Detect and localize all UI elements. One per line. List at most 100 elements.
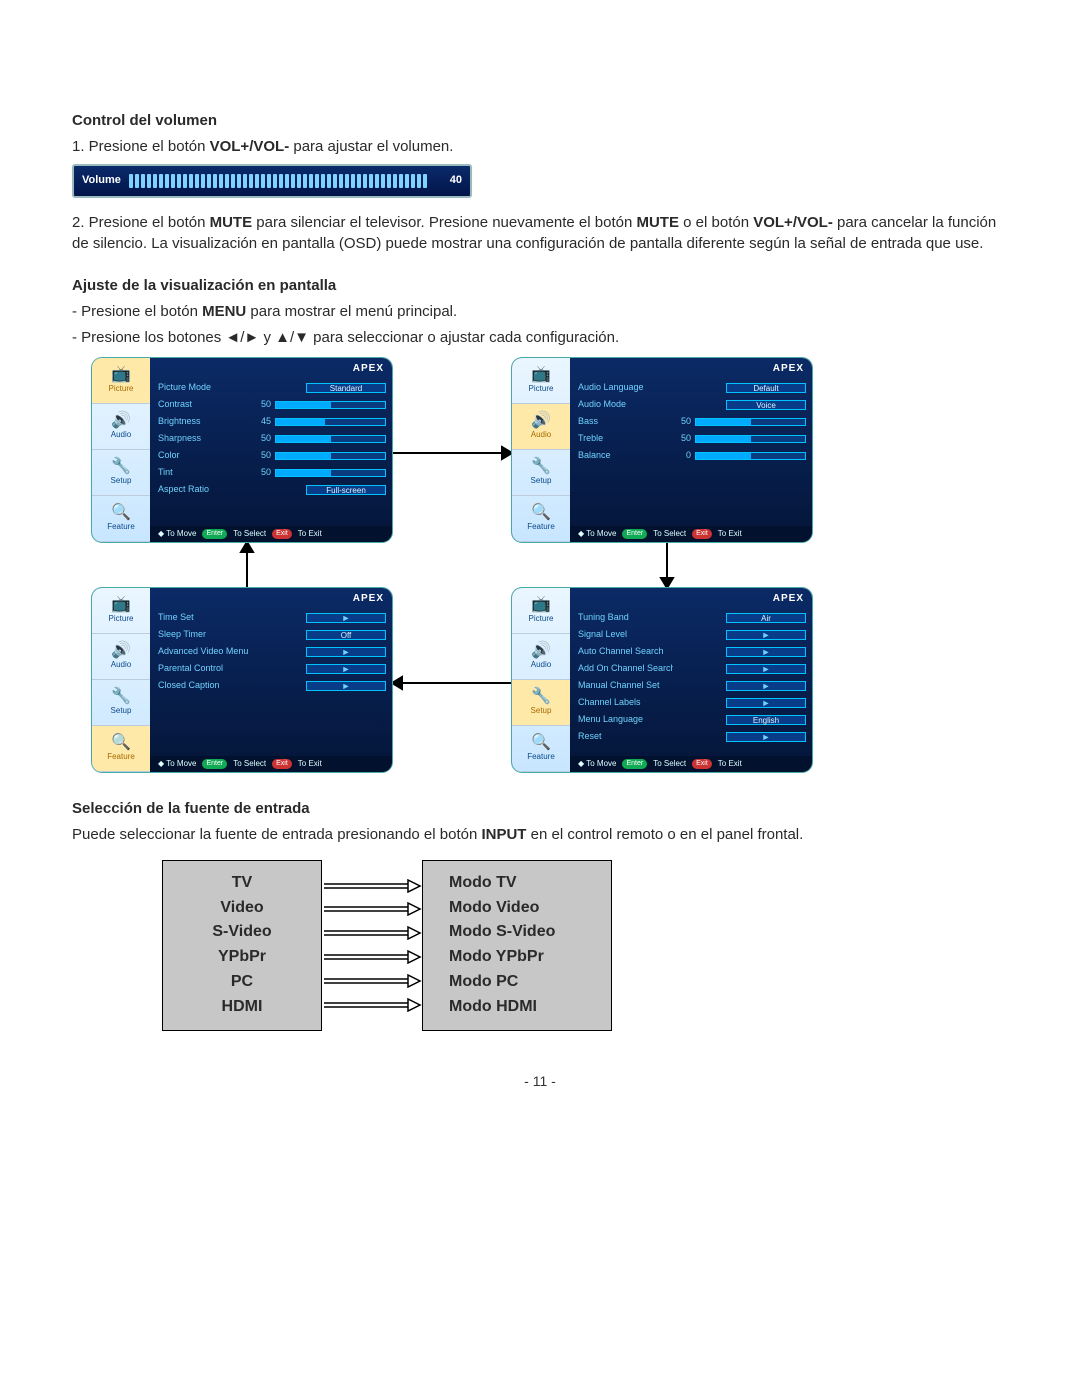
volume-tick — [333, 174, 337, 188]
osd-tab-feature[interactable]: 🔍Feature — [92, 726, 150, 772]
source-item: PC — [189, 970, 295, 995]
osd-row[interactable]: Advanced Video Menu► — [158, 644, 386, 659]
osd-row[interactable]: Reset► — [578, 729, 806, 744]
osd-rows: Time Set► Sleep TimerOff Advanced Video Me… — [158, 610, 386, 693]
osd-row[interactable]: Color50 — [158, 448, 386, 463]
osd-slider-fill — [696, 419, 751, 425]
osd-footer: ◆ To MoveEnterTo SelectExitTo Exit — [570, 526, 812, 542]
osd-row-label: Parental Control — [158, 662, 253, 675]
osd-submenu-arrow[interactable]: ► — [726, 630, 806, 640]
feature-icon: 🔍 — [111, 505, 131, 521]
osd-slider[interactable] — [275, 452, 386, 460]
osd-slider-fill — [276, 470, 331, 476]
osd-tab-feature[interactable]: 🔍Feature — [512, 496, 570, 542]
osd-submenu-arrow[interactable]: ► — [726, 732, 806, 742]
osd-footer: ◆ To MoveEnterTo SelectExitTo Exit — [150, 526, 392, 542]
osd-submenu-arrow[interactable]: ► — [726, 664, 806, 674]
feature-icon: 🔍 — [111, 735, 131, 751]
osd-tab-setup[interactable]: 🔧Setup — [92, 680, 150, 726]
volume-tick — [285, 174, 289, 188]
osd-submenu-arrow[interactable]: ► — [726, 698, 806, 708]
source-arrows — [322, 860, 422, 1031]
setup-icon: 🔧 — [531, 689, 551, 705]
osd-value-pill[interactable]: Voice — [726, 400, 806, 410]
osd-tab-label: Setup — [111, 705, 132, 717]
osd-row[interactable]: Time Set► — [158, 610, 386, 625]
osd-tab-setup[interactable]: 🔧Setup — [92, 450, 150, 496]
source-mode-item: Modo HDMI — [449, 995, 585, 1020]
source-item: TV — [189, 871, 295, 896]
osd-tab-feature[interactable]: 🔍Feature — [512, 726, 570, 772]
osd-row[interactable]: Add On Channel Search► — [578, 661, 806, 676]
source-list-left: TVVideoS-VideoYPbPrPCHDMI — [162, 860, 322, 1031]
osd-submenu-arrow[interactable]: ► — [306, 664, 386, 674]
t: VOL+/VOL- — [210, 138, 290, 155]
section-volume-title: Control del volumen — [72, 110, 1008, 132]
vol-step-1: 1. Presione el botón VOL+/VOL- para ajus… — [72, 136, 1008, 158]
osd-row[interactable]: Picture ModeStandard — [158, 380, 386, 395]
osd-submenu-arrow[interactable]: ► — [306, 647, 386, 657]
osd-tab-label: Audio — [531, 429, 551, 441]
volume-tick — [165, 174, 169, 188]
osd-row[interactable]: Audio LanguageDefault — [578, 380, 806, 395]
feature-icon: 🔍 — [531, 505, 551, 521]
osd-slider[interactable] — [695, 435, 806, 443]
osd-row[interactable]: Brightness45 — [158, 414, 386, 429]
osd-value-pill[interactable]: Standard — [306, 383, 386, 393]
osd-value-pill[interactable]: Full-screen — [306, 485, 386, 495]
osd-tab-picture[interactable]: 📺Picture — [92, 358, 150, 404]
osd-submenu-arrow[interactable]: ► — [306, 681, 386, 691]
osd-row[interactable]: Bass50 — [578, 414, 806, 429]
osd-slider[interactable] — [695, 452, 806, 460]
osd-row-value: 45 — [253, 415, 271, 428]
osd-tab-setup[interactable]: 🔧Setup — [512, 450, 570, 496]
osd-value-pill[interactable]: Off — [306, 630, 386, 640]
osd-row[interactable]: Tuning BandAir — [578, 610, 806, 625]
osd-row[interactable]: Sleep TimerOff — [158, 627, 386, 642]
osd-slider[interactable] — [275, 418, 386, 426]
osd-row[interactable]: Manual Channel Set► — [578, 678, 806, 693]
volume-tick — [129, 174, 133, 188]
osd-value-pill[interactable]: English — [726, 715, 806, 725]
osd-slider[interactable] — [695, 418, 806, 426]
source-item: Video — [189, 896, 295, 921]
source-mode-item: Modo YPbPr — [449, 945, 585, 970]
osd-tab-picture[interactable]: 📺Picture — [512, 588, 570, 634]
osd-tab-audio[interactable]: 🔊Audio — [92, 634, 150, 680]
osd-row[interactable]: Aspect RatioFull-screen — [158, 482, 386, 497]
osd-row[interactable]: Contrast50 — [158, 397, 386, 412]
osd-panel: 📺Picture🔊Audio🔧Setup🔍Feature APEX Time Set… — [92, 588, 392, 772]
osd-submenu-arrow[interactable]: ► — [726, 647, 806, 657]
osd-tab-audio[interactable]: 🔊Audio — [512, 634, 570, 680]
osd-tab-audio[interactable]: 🔊Audio — [92, 404, 150, 450]
osd-row[interactable]: Channel Labels► — [578, 695, 806, 710]
osd-slider-fill — [276, 436, 331, 442]
osd-value-pill[interactable]: Default — [726, 383, 806, 393]
osd-row[interactable]: Closed Caption► — [158, 678, 386, 693]
osd-row[interactable]: Parental Control ► — [158, 661, 386, 676]
osd-row[interactable]: Auto Channel Search► — [578, 644, 806, 659]
osd-row[interactable]: Sharpness50 — [158, 431, 386, 446]
osd-row[interactable]: Audio ModeVoice — [578, 397, 806, 412]
osd-row[interactable]: Treble50 — [578, 431, 806, 446]
osd-row[interactable]: Signal Level► — [578, 627, 806, 642]
osd-slider[interactable] — [275, 469, 386, 477]
osd-tab-feature[interactable]: 🔍Feature — [92, 496, 150, 542]
osd-slider[interactable] — [275, 401, 386, 409]
osd-row[interactable]: Balance0 — [578, 448, 806, 463]
osd-row[interactable]: Menu LanguageEnglish — [578, 712, 806, 727]
osd-tab-setup[interactable]: 🔧Setup — [512, 680, 570, 726]
osd-tab-label: Feature — [107, 521, 135, 533]
osd-tab-audio[interactable]: 🔊Audio — [512, 404, 570, 450]
osd-submenu-arrow[interactable]: ► — [306, 613, 386, 623]
osd-main: APEXAudio LanguageDefaultAudio ModeVoice… — [570, 358, 812, 542]
osd-tab-picture[interactable]: 📺Picture — [512, 358, 570, 404]
osd-value-pill[interactable]: Air — [726, 613, 806, 623]
osd-row[interactable]: Tint50 — [158, 465, 386, 480]
osd-sidebar: 📺Picture🔊Audio🔧Setup🔍Feature — [92, 588, 150, 772]
osd-slider[interactable] — [275, 435, 386, 443]
osd-submenu-arrow[interactable]: ► — [726, 681, 806, 691]
osd-slider-fill — [696, 453, 751, 459]
brand-logo: APEX — [353, 592, 384, 607]
osd-tab-picture[interactable]: 📺Picture — [92, 588, 150, 634]
